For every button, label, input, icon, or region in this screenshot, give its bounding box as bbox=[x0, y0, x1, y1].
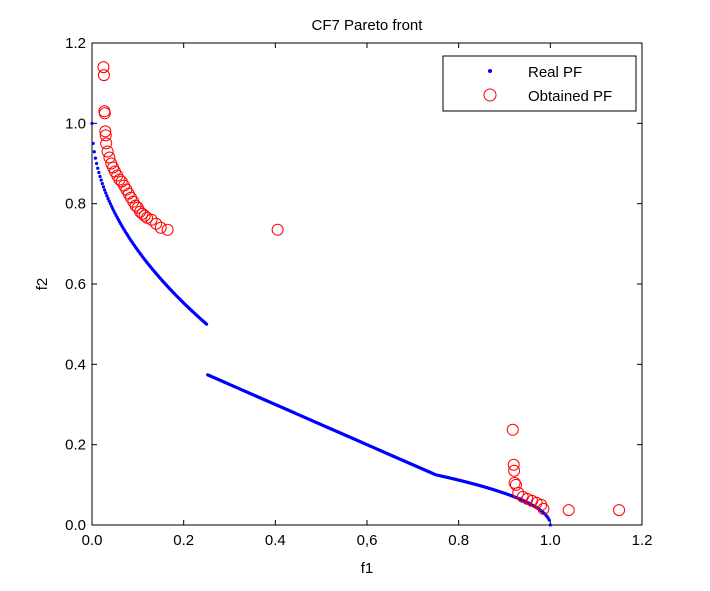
real-pf-point bbox=[99, 178, 103, 182]
x-tick-label: 0.8 bbox=[448, 532, 469, 549]
obtained-pf-point bbox=[507, 458, 520, 471]
x-axis-label: f1 bbox=[361, 560, 374, 577]
legend-marker-real-pf bbox=[488, 69, 492, 73]
obtained-pf-point bbox=[145, 213, 158, 226]
legend-marker-obtained-pf bbox=[483, 88, 497, 102]
x-tick-label: 0.4 bbox=[265, 532, 286, 549]
obtained-pf-point bbox=[129, 199, 142, 212]
legend: Real PF Obtained PF bbox=[442, 55, 637, 112]
real-pf-point bbox=[93, 156, 98, 160]
obtained-pf-point bbox=[161, 223, 174, 236]
real-pf-point bbox=[109, 204, 114, 208]
obtained-pf-point bbox=[99, 125, 112, 138]
obtained-pf-point bbox=[506, 423, 519, 436]
x-tick-label: 0.2 bbox=[173, 532, 194, 549]
real-pf-point bbox=[103, 188, 107, 192]
real-pf-point bbox=[100, 181, 104, 186]
obtained-pf-point bbox=[97, 61, 110, 74]
obtained-pf-point bbox=[113, 173, 126, 186]
y-tick-label: 0.6 bbox=[65, 276, 86, 293]
real-pf-point bbox=[94, 161, 99, 166]
y-tick-label: 0.0 bbox=[65, 517, 86, 534]
real-pf-point bbox=[104, 191, 108, 195]
obtained-pf-point bbox=[138, 209, 151, 222]
real-pf-point bbox=[547, 518, 551, 522]
y-tick-label: 0.2 bbox=[65, 437, 86, 454]
obtained-pf-point bbox=[134, 205, 147, 218]
y-tick-label: 0.8 bbox=[65, 196, 86, 213]
obtained-pf-point bbox=[98, 107, 111, 120]
real-pf-point bbox=[106, 196, 110, 201]
obtained-pf-point bbox=[562, 504, 575, 517]
real-pf-point bbox=[96, 166, 100, 170]
legend-label-obtained-pf: Obtained PF bbox=[528, 88, 612, 105]
series-obtained-pf bbox=[97, 61, 626, 517]
real-pf-point bbox=[97, 170, 101, 175]
obtained-pf-point bbox=[100, 137, 113, 150]
obtained-pf-point bbox=[101, 145, 114, 158]
real-pf-point bbox=[105, 194, 109, 198]
real-pf-point bbox=[90, 121, 94, 125]
obtained-pf-point bbox=[271, 223, 284, 236]
obtained-pf-point bbox=[508, 464, 521, 477]
x-tick-label: 1.2 bbox=[632, 532, 653, 549]
obtained-pf-point bbox=[99, 129, 112, 142]
real-pf-point bbox=[108, 202, 112, 206]
legend-label-real-pf: Real PF bbox=[528, 64, 582, 81]
real-pf-point bbox=[107, 199, 111, 203]
legend-box bbox=[442, 55, 637, 112]
x-tick-label: 0,6 bbox=[357, 532, 378, 549]
real-pf-point bbox=[101, 185, 106, 189]
obtained-pf-point bbox=[613, 504, 626, 517]
y-tick-label: 1.0 bbox=[65, 115, 86, 132]
obtained-pf-point bbox=[537, 502, 550, 515]
real-pf-point bbox=[98, 174, 102, 179]
obtained-pf-point bbox=[136, 207, 149, 220]
real-pf-point bbox=[92, 150, 96, 154]
real-pf-point bbox=[548, 523, 552, 527]
real-pf-point bbox=[204, 322, 209, 326]
series-real-pf bbox=[90, 121, 552, 527]
obtained-pf-point bbox=[150, 217, 163, 230]
x-tick-label: 0.0 bbox=[82, 532, 103, 549]
chart-title: CF7 Pareto front bbox=[312, 17, 424, 34]
real-pf-point bbox=[91, 141, 95, 146]
y-tick-label: 0.4 bbox=[65, 356, 86, 373]
y-tick-label: 1.2 bbox=[65, 35, 86, 52]
obtained-pf-point bbox=[509, 478, 522, 491]
obtained-pf-point bbox=[154, 221, 167, 234]
x-tick-label: 1.0 bbox=[540, 532, 561, 549]
obtained-pf-point bbox=[512, 486, 525, 499]
y-axis-label: f2 bbox=[34, 278, 51, 291]
axis-ticks: 0.0 0.2 0.4 0,6 0.8 1.0 1.2 0.0 0.2 0.4 0.6 0.8 1.0 1… bbox=[65, 35, 652, 549]
obtained-pf-point bbox=[97, 69, 110, 82]
